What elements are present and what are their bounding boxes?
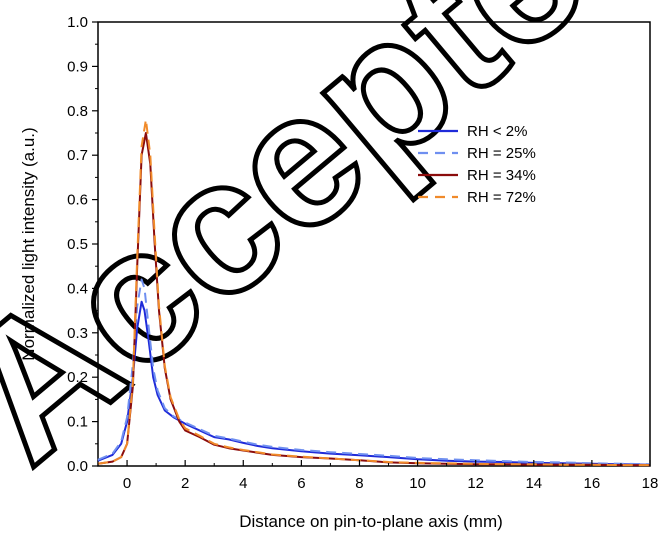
- x-tick-label: 16: [584, 475, 601, 492]
- y-tick-label: 0.5: [67, 236, 88, 253]
- watermark: Accepted: [0, 0, 664, 504]
- x-tick-label: 14: [525, 475, 542, 492]
- series-group: [97, 118, 651, 467]
- x-tick-label: 4: [239, 475, 247, 492]
- y-tick-label: 0.2: [67, 369, 88, 386]
- series-line-3: [97, 118, 650, 467]
- y-tick-label: 0.6: [67, 192, 88, 209]
- legend: RH < 2% RH = 25% RH = 34% RH = 72%: [418, 123, 536, 206]
- y-axis-title: Normalized light intensity (a.u.): [19, 127, 38, 360]
- y-tick-label: 0.0: [67, 458, 88, 475]
- y-tick-label: 0.8: [67, 103, 88, 120]
- legend-label-1: RH = 25%: [467, 145, 536, 162]
- legend-label-2: RH = 34%: [467, 167, 536, 184]
- x-axis-title: Distance on pin-to-plane axis (mm): [239, 512, 503, 531]
- axes: [92, 21, 651, 467]
- y-tick-label: 0.9: [67, 58, 88, 75]
- series-line-1: [97, 278, 651, 466]
- x-tick-label: 6: [297, 475, 305, 492]
- y-tick-label: 0.1: [67, 414, 88, 431]
- legend-label-0: RH < 2%: [467, 123, 527, 140]
- x-tick-label: 10: [409, 475, 426, 492]
- y-tick-label: 0.7: [67, 147, 88, 164]
- legend-label-3: RH = 72%: [467, 189, 536, 206]
- tick-labels: 0 2 4 6 8 10 12 14 16 18 0.0 0.1 0.2 0.3 0.4 0.5 0.6 0.7 0…: [67, 14, 658, 492]
- x-tick-label: 18: [642, 475, 659, 492]
- series-line-0: [97, 300, 651, 466]
- y-tick-label: 0.3: [67, 325, 88, 342]
- y-tick-label: 1.0: [67, 14, 88, 31]
- x-tick-label: 2: [181, 475, 189, 492]
- x-tick-label: 12: [467, 475, 484, 492]
- y-tick-label: 0.4: [67, 280, 88, 297]
- x-tick-label: 0: [123, 475, 131, 492]
- x-tick-label: 8: [355, 475, 363, 492]
